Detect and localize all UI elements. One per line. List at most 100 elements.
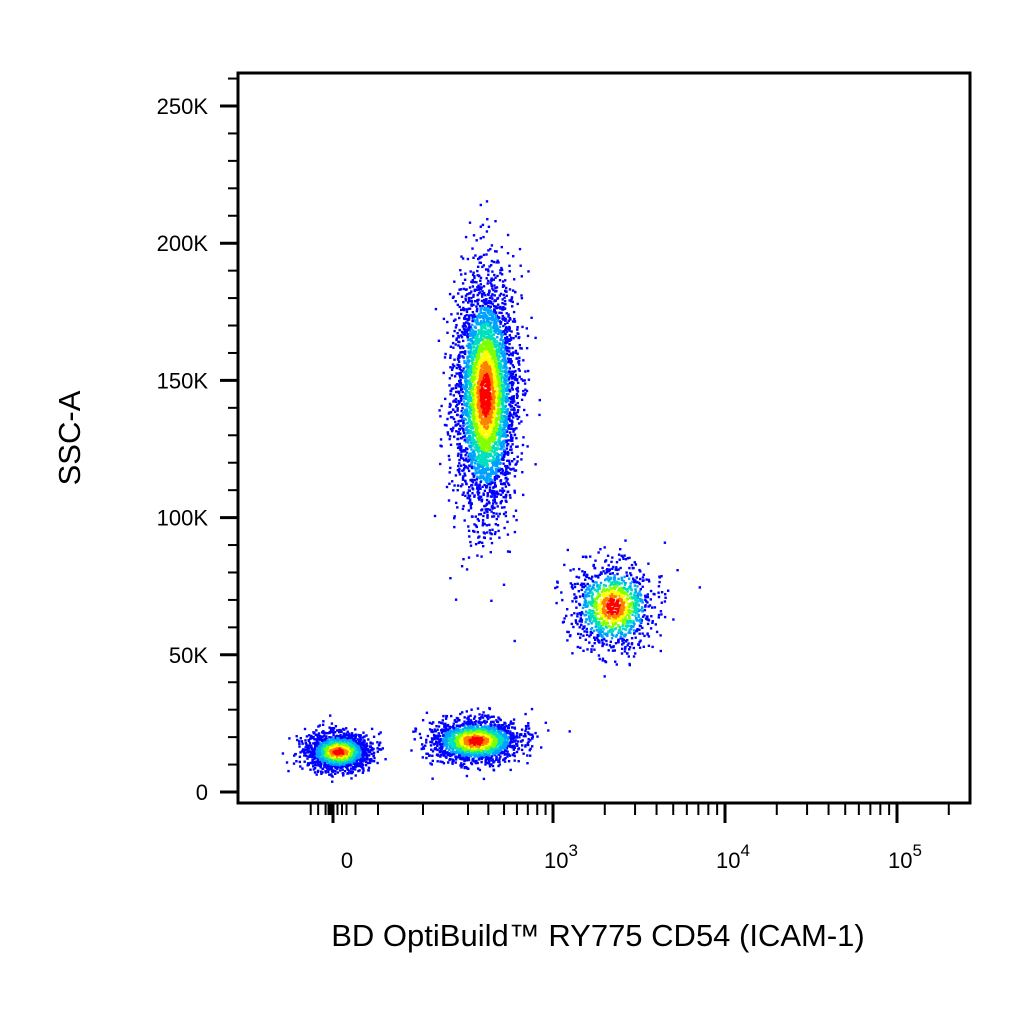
- event-dot: [458, 731, 461, 734]
- event-dot: [544, 721, 547, 724]
- event-dot: [329, 727, 333, 730]
- event-dot: [442, 754, 445, 757]
- event-dot: [321, 738, 324, 742]
- event-dot: [322, 747, 325, 751]
- event-dot: [516, 410, 519, 414]
- event-dot: [501, 301, 504, 305]
- event-dot: [454, 752, 457, 755]
- event-dot: [376, 750, 379, 753]
- event-dot: [468, 722, 471, 725]
- event-dot: [515, 414, 518, 417]
- event-dot: [349, 754, 352, 758]
- event-dot: [478, 756, 482, 759]
- event-dot: [503, 733, 506, 737]
- event-dot: [334, 725, 338, 728]
- event-dot: [511, 741, 514, 744]
- event-dot: [335, 742, 338, 745]
- event-dot: [335, 734, 339, 738]
- event-dot: [348, 732, 351, 735]
- event-dot: [478, 743, 482, 746]
- event-dot: [487, 725, 490, 728]
- event-dot: [332, 737, 335, 740]
- event-dot: [345, 757, 348, 761]
- event-dot: [488, 757, 491, 760]
- event-dot: [347, 747, 350, 750]
- event-dot: [460, 374, 463, 377]
- event-dot: [500, 738, 503, 742]
- event-dot: [469, 742, 472, 746]
- event-dot: [501, 410, 505, 414]
- event-dot: [448, 753, 451, 756]
- event-dot: [477, 739, 481, 742]
- event-dot: [458, 745, 461, 749]
- event-dot: [483, 737, 486, 740]
- event-dot: [419, 736, 423, 739]
- event-dot: [508, 732, 511, 735]
- event-dot: [482, 545, 485, 548]
- event-dot: [459, 747, 462, 750]
- event-dot: [432, 721, 435, 724]
- event-dot: [510, 451, 514, 454]
- event-dot: [339, 729, 342, 733]
- event-dot: [468, 431, 471, 435]
- event-dot: [430, 722, 434, 725]
- event-dot: [494, 742, 498, 745]
- event-dot: [530, 737, 534, 740]
- event-dot: [460, 386, 463, 389]
- event-dot: [333, 731, 337, 734]
- event-dot: [331, 738, 334, 741]
- event-dot: [454, 740, 457, 743]
- event-dot: [508, 494, 512, 497]
- event-dot: [470, 459, 473, 462]
- event-dot: [363, 751, 367, 755]
- event-dot: [492, 727, 495, 731]
- event-dot: [500, 377, 503, 381]
- event-dot: [477, 513, 481, 516]
- event-dot: [507, 726, 510, 730]
- event-dot: [342, 774, 345, 777]
- event-dot: [491, 440, 495, 444]
- event-dot: [462, 745, 465, 749]
- event-dot: [488, 737, 492, 740]
- event-dot: [467, 556, 471, 559]
- event-dot: [508, 744, 511, 747]
- event-dot: [529, 739, 532, 742]
- event-dot: [436, 743, 439, 746]
- event-dot: [440, 731, 444, 734]
- event-dot: [453, 744, 456, 747]
- event-dot: [329, 754, 332, 758]
- event-dot: [422, 747, 426, 750]
- event-dot: [452, 742, 455, 745]
- event-dot: [505, 444, 509, 447]
- event-dot: [316, 758, 320, 761]
- event-dot: [495, 286, 499, 289]
- event-dot: [330, 730, 334, 734]
- event-dot: [493, 723, 496, 726]
- event-dot: [330, 752, 333, 755]
- event-dot: [467, 501, 471, 504]
- event-dot: [486, 508, 489, 511]
- event-dot: [463, 737, 466, 740]
- event-dot: [370, 758, 373, 761]
- event-dot: [459, 741, 463, 744]
- event-dot: [350, 750, 353, 753]
- event-dot: [489, 532, 492, 535]
- event-dot: [443, 723, 447, 726]
- event-dot: [450, 754, 453, 757]
- event-dot: [318, 749, 321, 752]
- event-dot: [308, 734, 311, 737]
- event-dot: [501, 733, 504, 736]
- event-dot: [444, 729, 448, 732]
- event-dot: [495, 261, 498, 264]
- event-dot: [436, 728, 439, 731]
- event-dot: [447, 728, 450, 731]
- event-dot: [354, 774, 357, 777]
- event-dot: [527, 722, 530, 725]
- event-dot: [344, 754, 347, 758]
- event-dot: [472, 757, 475, 760]
- event-dot: [468, 750, 471, 753]
- event-dot: [428, 754, 431, 757]
- event-dot: [479, 737, 482, 740]
- event-dot: [468, 299, 471, 302]
